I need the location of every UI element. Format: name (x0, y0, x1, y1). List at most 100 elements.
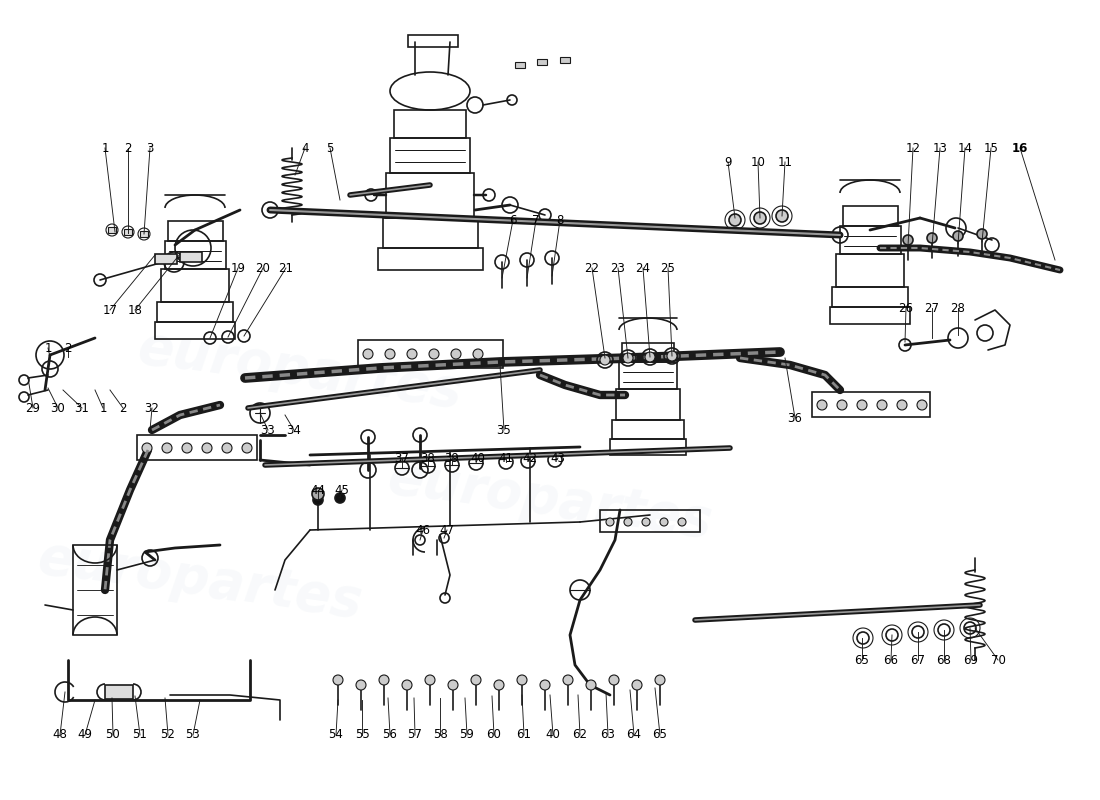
Bar (383, 218, 478, 248)
Circle shape (363, 349, 373, 359)
Bar (104, 685, 133, 699)
Bar (394, 110, 466, 138)
Circle shape (642, 518, 650, 526)
Circle shape (402, 680, 412, 690)
Circle shape (977, 229, 987, 239)
Circle shape (314, 495, 323, 505)
Circle shape (425, 675, 435, 685)
Text: 4: 4 (301, 142, 309, 154)
Text: 27: 27 (924, 302, 939, 314)
Circle shape (448, 680, 458, 690)
Circle shape (776, 210, 788, 222)
Text: 59: 59 (460, 729, 474, 742)
Circle shape (242, 443, 252, 453)
Bar (515, 62, 525, 68)
Text: 60: 60 (486, 729, 502, 742)
Text: 65: 65 (855, 654, 869, 666)
Text: 54: 54 (329, 729, 343, 742)
Circle shape (600, 355, 610, 365)
Text: europartes: europartes (34, 531, 365, 629)
Circle shape (586, 680, 596, 690)
Bar (161, 269, 229, 302)
Text: 43: 43 (551, 451, 565, 465)
Bar (140, 231, 148, 237)
Bar (386, 173, 474, 218)
Circle shape (660, 518, 668, 526)
Text: 35: 35 (496, 423, 512, 437)
Text: 44: 44 (310, 483, 326, 497)
Text: 3: 3 (146, 142, 154, 154)
Circle shape (903, 235, 913, 245)
Bar (836, 254, 904, 287)
Circle shape (429, 349, 439, 359)
Circle shape (754, 212, 766, 224)
Text: 53: 53 (186, 729, 200, 742)
Circle shape (917, 400, 927, 410)
Text: 29: 29 (25, 402, 41, 414)
Text: 25: 25 (661, 262, 675, 274)
Circle shape (471, 675, 481, 685)
Text: 9: 9 (724, 155, 732, 169)
Bar (408, 35, 458, 47)
Text: 52: 52 (161, 729, 175, 742)
Circle shape (896, 400, 907, 410)
Text: 28: 28 (950, 302, 966, 314)
Text: 20: 20 (255, 262, 271, 274)
Bar (358, 340, 503, 368)
Text: 32: 32 (144, 402, 159, 414)
Circle shape (202, 443, 212, 453)
Circle shape (632, 680, 642, 690)
Text: 33: 33 (261, 423, 275, 437)
Text: 24: 24 (636, 262, 650, 274)
Text: 45: 45 (334, 483, 350, 497)
Text: 42: 42 (522, 451, 538, 465)
Bar (840, 226, 901, 254)
Bar (812, 392, 930, 417)
Circle shape (563, 675, 573, 685)
Text: 38: 38 (420, 451, 436, 465)
Bar (168, 221, 223, 241)
Circle shape (385, 349, 395, 359)
Text: 13: 13 (933, 142, 947, 154)
Circle shape (162, 443, 172, 453)
Text: 1: 1 (44, 342, 52, 354)
Circle shape (729, 214, 741, 226)
Circle shape (222, 443, 232, 453)
Text: 40: 40 (546, 729, 560, 742)
Text: 39: 39 (444, 451, 460, 465)
Bar (610, 439, 686, 455)
Bar (621, 343, 674, 362)
Circle shape (336, 493, 345, 503)
Text: 12: 12 (905, 142, 921, 154)
Circle shape (817, 400, 827, 410)
Text: 23: 23 (610, 262, 626, 274)
Circle shape (494, 680, 504, 690)
Text: 50: 50 (106, 729, 120, 742)
Bar (155, 254, 177, 264)
Text: 17: 17 (102, 303, 118, 317)
Text: 56: 56 (383, 729, 397, 742)
Text: 26: 26 (899, 302, 913, 314)
Text: 1: 1 (99, 402, 107, 414)
Bar (616, 389, 680, 420)
Bar (560, 57, 570, 63)
Circle shape (877, 400, 887, 410)
Text: 7: 7 (532, 214, 540, 226)
Circle shape (312, 488, 324, 500)
Circle shape (606, 518, 614, 526)
Circle shape (654, 675, 666, 685)
Circle shape (451, 349, 461, 359)
Text: 58: 58 (432, 729, 448, 742)
Text: 41: 41 (498, 451, 514, 465)
Text: 66: 66 (883, 654, 899, 666)
Bar (73, 545, 117, 635)
Text: 10: 10 (750, 155, 766, 169)
Text: 65: 65 (652, 729, 668, 742)
Bar (830, 307, 910, 324)
Text: 51: 51 (133, 729, 147, 742)
Text: 61: 61 (517, 729, 531, 742)
Text: 68: 68 (936, 654, 952, 666)
Text: 36: 36 (788, 411, 802, 425)
Bar (537, 59, 547, 65)
Circle shape (473, 349, 483, 359)
